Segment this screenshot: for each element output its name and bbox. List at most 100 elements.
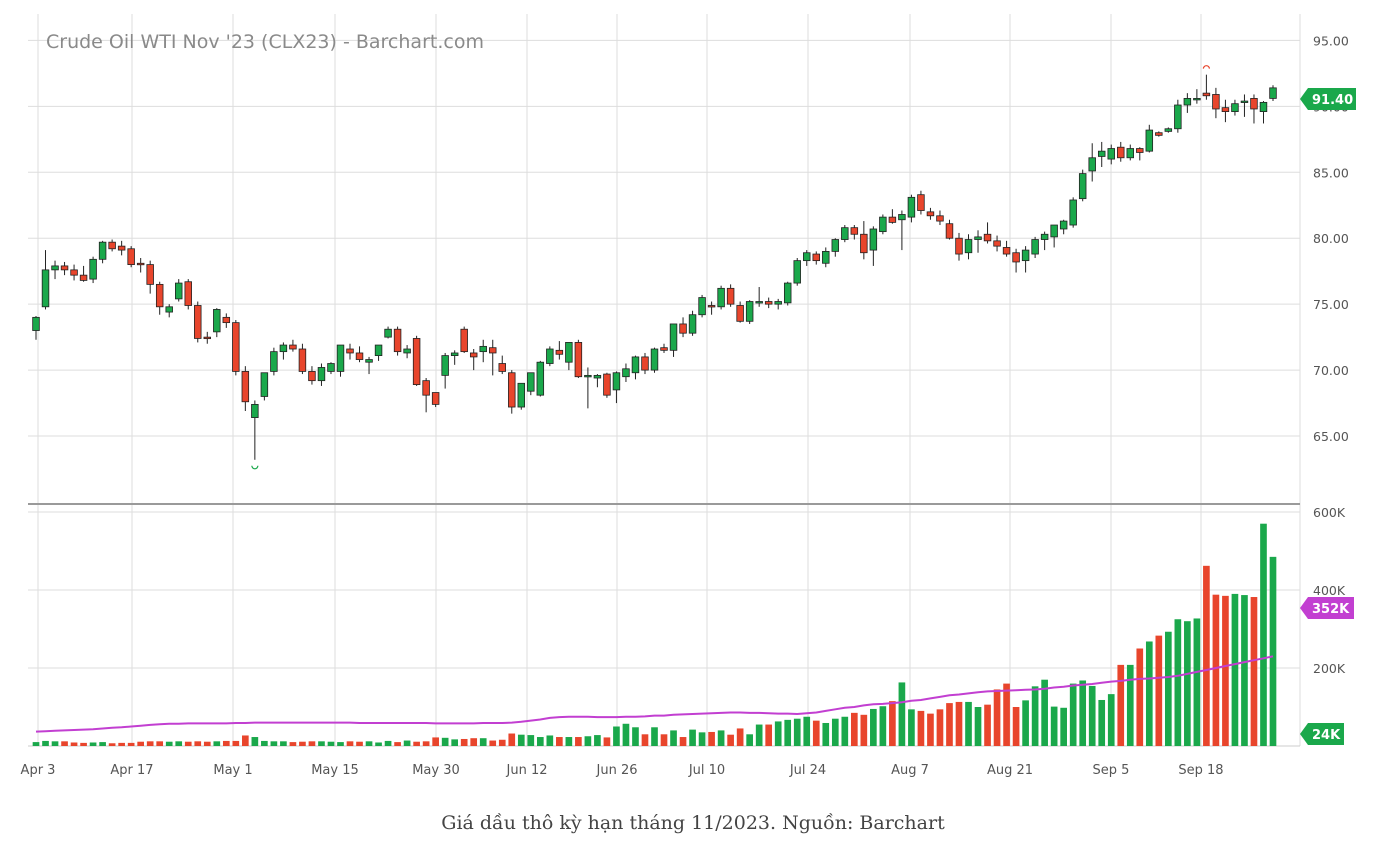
candle-body (1174, 104, 1182, 130)
date-axis: Apr 3 Apr 17 May 1 May 15 May 30 Jun 12 Jun 26… (21, 763, 1224, 778)
volume-bar (1069, 683, 1077, 746)
volume-bar (261, 740, 268, 746)
candle-body (1107, 148, 1115, 160)
candle (698, 294, 706, 318)
candle (1031, 236, 1039, 258)
volume-tick-label: 600K (1313, 505, 1346, 520)
volume-bar (432, 737, 439, 746)
volume-bar (822, 722, 830, 746)
candle-body (1202, 92, 1211, 97)
candle-body (1021, 249, 1030, 262)
volume-bar (299, 741, 306, 746)
candle-body (641, 356, 649, 371)
candle (669, 323, 678, 357)
candle-body (279, 344, 288, 353)
volume-axis: 200K 400K 600K (1313, 505, 1346, 676)
volume-bar (1222, 595, 1229, 746)
candle (603, 372, 611, 398)
volume-bar (708, 731, 715, 746)
candle-body (774, 301, 782, 305)
candle-body (117, 245, 126, 251)
volume-bar (698, 732, 706, 746)
candle-body (298, 348, 307, 372)
candle-body (926, 211, 935, 217)
candle (1183, 93, 1192, 113)
candle (1078, 169, 1087, 202)
candle-body (1250, 98, 1258, 110)
volume-bar (1174, 619, 1182, 746)
candle (793, 258, 801, 286)
candle (346, 343, 354, 360)
candle-body (1059, 220, 1068, 230)
volume-bar (251, 737, 259, 746)
candle-body (917, 194, 925, 211)
candle (308, 366, 316, 385)
candle-body (822, 251, 830, 264)
volume-bar (365, 741, 373, 746)
volume-bar (384, 740, 392, 746)
volume-bar (318, 741, 325, 746)
candle (270, 347, 278, 376)
volume-bar (337, 742, 344, 746)
candle (51, 260, 59, 280)
candle (479, 339, 487, 363)
candle-body (1040, 233, 1049, 240)
candle (917, 190, 925, 215)
candle (1240, 94, 1249, 117)
candle-body (203, 336, 212, 340)
candle (831, 238, 840, 257)
candle-body (907, 196, 916, 218)
volume-bar (917, 710, 925, 746)
candle-body (1145, 129, 1154, 152)
candle-body (974, 236, 982, 240)
candle-body (232, 322, 240, 372)
date-tick-label: May 1 (213, 763, 252, 778)
volume-bar (270, 741, 278, 746)
candle-body (793, 260, 801, 284)
volume-bar (1107, 694, 1115, 746)
candle-body (270, 351, 278, 372)
candle-body (707, 305, 716, 308)
candle (1097, 141, 1106, 167)
volume-bar (955, 701, 963, 746)
volume-bar (1231, 593, 1239, 746)
candle-body (1088, 157, 1096, 172)
candle-body (850, 227, 859, 235)
volume-bar (213, 741, 221, 746)
candle (1126, 144, 1134, 161)
candle-body (489, 347, 497, 354)
candle-body (403, 348, 411, 354)
candle (1212, 87, 1220, 119)
candle-body (860, 233, 868, 254)
candle (393, 326, 402, 356)
candle (812, 251, 820, 265)
candle (289, 339, 297, 352)
candle (850, 225, 859, 240)
volume-bar (346, 741, 354, 746)
volume-bar (889, 701, 896, 746)
volume-bar (165, 741, 173, 746)
date-tick-label: May 15 (311, 763, 359, 778)
volume-bar (394, 742, 401, 746)
volume-bar (42, 740, 49, 746)
volume-bar (146, 741, 154, 746)
volume-bar (660, 734, 668, 746)
volume-bar (727, 734, 734, 746)
candle-body (450, 352, 459, 356)
candle-body (51, 265, 59, 271)
candle-body (536, 361, 545, 396)
candle (32, 316, 40, 340)
candle (574, 339, 583, 379)
candle (1164, 127, 1173, 133)
volume-bar (679, 737, 687, 746)
candle-body (32, 316, 40, 331)
candle (755, 287, 763, 307)
volume-tick-label: 200K (1313, 661, 1346, 676)
candle (89, 256, 97, 284)
volume-bar (641, 734, 649, 746)
volume-bar (965, 701, 972, 746)
volume-bar (993, 689, 1001, 746)
volume-bar (1203, 565, 1210, 746)
volume-bar (127, 742, 135, 746)
candle-body (755, 301, 763, 304)
